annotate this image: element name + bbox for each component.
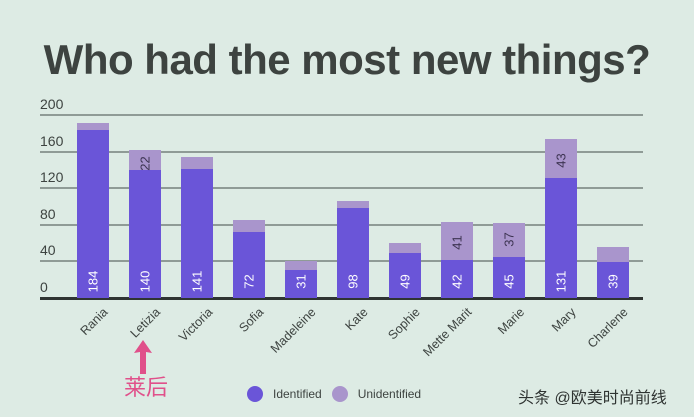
y-tick-label: 120 xyxy=(40,169,64,186)
bar-kate: 98 xyxy=(337,201,369,298)
gridline xyxy=(40,150,643,153)
bar-segment-unidentified xyxy=(389,243,421,254)
legend-label-identified: Identified xyxy=(273,387,322,401)
bar-segment-identified xyxy=(545,178,577,298)
x-axis-label: Rania xyxy=(77,305,111,339)
legend-label-unidentified: Unidentified xyxy=(357,387,422,401)
bar-segment-identified xyxy=(337,208,369,298)
y-tick-label: 80 xyxy=(40,205,56,222)
bar-segment-unidentified xyxy=(441,222,473,260)
bar-segment-unidentified xyxy=(545,138,577,179)
x-axis-label: Sophie xyxy=(385,305,423,343)
bar-letizia: 140 22 xyxy=(129,149,161,298)
chart-title: Who had the most new things? xyxy=(43,36,651,83)
unidentified-value-label: 22 xyxy=(137,156,153,171)
gridline xyxy=(40,187,643,190)
gridline xyxy=(40,114,643,116)
bar-marie: 45 37 xyxy=(493,222,525,298)
identified-value-label: 49 xyxy=(397,274,413,290)
x-axis-label: Letizia xyxy=(127,305,164,341)
annotation-label: 莱后 xyxy=(124,375,169,400)
bar-mette-marit: 42 41 xyxy=(441,222,473,298)
unidentified-value-label: 41 xyxy=(449,235,465,251)
bar-segment-identified xyxy=(181,168,213,298)
x-axis-label: Charlene xyxy=(584,305,631,351)
bar-segment-unidentified xyxy=(597,246,629,263)
bar-segment-identified xyxy=(233,232,265,298)
bar-segment-unidentified xyxy=(337,201,369,209)
unidentified-value-label: 43 xyxy=(553,153,569,168)
y-tick-label: 0 xyxy=(40,279,48,295)
bar-segment-unidentified xyxy=(181,157,213,169)
identified-swatch-icon xyxy=(247,386,263,402)
x-axis-label: Mette Marit xyxy=(420,305,475,360)
identified-value-label: 140 xyxy=(137,271,153,293)
y-tick-label: 40 xyxy=(40,242,56,259)
identified-value-label: 184 xyxy=(85,271,101,293)
legend: Identified Unidentified xyxy=(247,386,431,402)
x-axis-label: Sofia xyxy=(236,305,267,336)
bar-segment-identified xyxy=(129,169,161,298)
identified-value-label: 131 xyxy=(553,271,569,293)
bar-charlene: 39 xyxy=(597,246,629,298)
bar-segment-unidentified xyxy=(77,123,109,130)
identified-value-label: 72 xyxy=(241,274,257,290)
bar-mary: 131 43 xyxy=(545,138,577,298)
annotation-arrow-icon xyxy=(134,340,152,374)
identified-value-label: 31 xyxy=(293,274,309,290)
x-axis-label: Mary xyxy=(549,305,579,335)
bar-sophie: 49 xyxy=(389,243,421,298)
bar-segment-unidentified xyxy=(233,220,265,233)
bar-madeleine: 31 xyxy=(285,261,317,298)
bar-segment-identified xyxy=(285,269,317,298)
bar-segment-identified xyxy=(77,129,109,298)
x-axis-label: Madeleine xyxy=(267,305,319,356)
bar-segment-unidentified xyxy=(493,222,525,257)
x-axis-line xyxy=(40,297,643,300)
watermark: 头条 @欧美时尚前线 xyxy=(518,390,667,407)
x-axis-label: Victoria xyxy=(176,305,216,345)
identified-value-label: 45 xyxy=(501,274,517,290)
unidentified-value-label: 37 xyxy=(501,232,517,248)
identified-value-label: 42 xyxy=(449,274,465,290)
bar-sofia: 72 xyxy=(233,220,265,298)
identified-value-label: 98 xyxy=(345,274,361,290)
y-tick-label: 200 xyxy=(40,96,64,112)
bar-segment-identified xyxy=(389,253,421,298)
legend-item-unidentified: Unidentified xyxy=(331,386,422,402)
identified-value-label: 141 xyxy=(189,271,205,293)
x-axis-label: Marie xyxy=(495,305,528,338)
y-tick-label: 160 xyxy=(40,132,64,149)
bar-victoria: 141 xyxy=(181,157,213,298)
bar-segment-identified xyxy=(597,262,629,298)
bar-rania: 184 xyxy=(77,123,109,298)
legend-item-identified: Identified xyxy=(247,386,322,402)
identified-value-label: 39 xyxy=(605,274,621,290)
x-axis-label: Kate xyxy=(342,305,371,334)
bar-segment-unidentified xyxy=(129,149,161,170)
bar-segment-unidentified xyxy=(285,261,317,270)
bar-segment-identified xyxy=(441,259,473,298)
bar-segment-identified xyxy=(493,256,525,298)
unidentified-swatch-icon xyxy=(331,386,348,402)
